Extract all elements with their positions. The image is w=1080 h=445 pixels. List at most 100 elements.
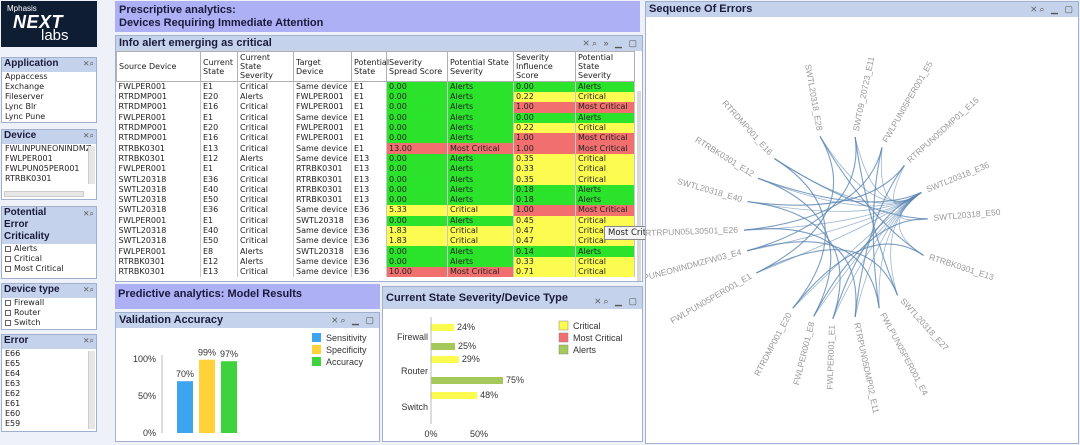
clear-filter-icon[interactable]: ⨯⌕ [82, 59, 94, 68]
checkbox-icon[interactable] [5, 256, 11, 262]
criticality-item[interactable]: Critical [2, 254, 96, 264]
column-header[interactable]: Source Device [116, 51, 201, 82]
accuracy-bar [199, 359, 215, 433]
table-row[interactable]: SWTL20318 E36 Critical RTRBK0301 E13 0.00 Aler… [116, 174, 635, 185]
clear-filter-icon[interactable]: ⨯⌕ [82, 285, 94, 294]
device-type-item[interactable]: Switch [2, 318, 96, 328]
device-item[interactable]: FWLPER001 [2, 154, 96, 164]
device-item[interactable]: FWLPUN05PER001 [2, 164, 96, 174]
device-listbox[interactable]: Device ⨯⌕ FWLINPUNEONINDMZ FWLPER001 FWLPUN… [1, 129, 97, 200]
minimize-icon[interactable]: ▁ [615, 38, 624, 48]
table-row[interactable]: SWTL20318 E50 Critical Same device E36 1.83 Cr… [116, 236, 635, 247]
table-row[interactable]: FWLPER001 E1 Critical RTRBK0301 E13 0.00 Alert… [116, 164, 635, 175]
device-title: Device [4, 130, 37, 141]
table-row[interactable]: RTRDMP001 E16 Critical FWLPER001 E1 0.00 Alert… [116, 102, 635, 113]
error-item[interactable]: E59 [2, 419, 96, 429]
maximize-icon[interactable]: ▢ [365, 315, 376, 325]
table-row[interactable]: FWLPER001 E1 Critical Same device E1 0.00 Aler… [116, 81, 635, 92]
maximize-icon[interactable]: ▢ [1064, 4, 1075, 14]
table-cell: 1.83 [386, 236, 448, 247]
criticality-item[interactable]: Most Critical [2, 264, 96, 274]
bar-value-label: 24% [457, 322, 475, 332]
error-item-label: E61 [5, 399, 21, 408]
table-row[interactable]: FWLPER001 E1 Critical SWTL20318 E36 0.00 Alert… [116, 215, 635, 226]
device-item[interactable]: RTRBK0301 [2, 174, 96, 184]
vertical-scrollbar[interactable] [637, 91, 641, 281]
minimize-icon[interactable]: ▁ [615, 296, 624, 306]
clear-filter-icon[interactable]: ⨯⌕ [82, 209, 94, 218]
table-cell: Alerts [237, 153, 294, 165]
clear-filter-icon[interactable]: ⨯⌕ [82, 131, 94, 140]
device-type-listbox[interactable]: Device type ⨯⌕ Firewall Router Switch [1, 283, 97, 330]
table-row[interactable]: SWTL20318 E40 Critical Same device E36 1.83 Cr… [116, 225, 635, 237]
table-row[interactable]: SWTL20318 E36 Critical Same device E36 5.33 Cr… [116, 205, 635, 216]
table-row[interactable]: RTRDMP001 E16 Critical FWLPER001 E1 0.00 Alert… [116, 133, 635, 144]
column-header[interactable]: Current State [200, 51, 238, 82]
alerts-table: Source Device Current State Current State … [116, 51, 635, 278]
table-cell: FWLPER001 [293, 102, 352, 113]
clear-filter-icon[interactable]: ⨯⌕ [1029, 4, 1047, 14]
error-item[interactable]: E60 [2, 409, 96, 419]
criticality-listbox[interactable]: Potential Error Criticality ⨯⌕ Alerts Cri… [1, 206, 97, 279]
device-item[interactable]: FWLINPUNEONINDMZ [2, 144, 96, 154]
table-cell: Alerts [575, 194, 635, 206]
table-cell: Alerts [447, 102, 514, 113]
error-listbox[interactable]: Error ⨯⌕ E66 E65 E64 E63 E62 E61 E60 E59 [1, 334, 97, 432]
error-item[interactable]: E66 [2, 349, 96, 359]
column-header[interactable]: Severity Influence Score [513, 51, 576, 82]
table-cell: SWTL20318 [293, 215, 352, 226]
device-type-item[interactable]: Firewall [2, 298, 96, 308]
application-listbox[interactable]: Application ⨯⌕ Appaccess Exchange Fileserve… [1, 57, 97, 123]
table-row[interactable]: RTRBK0301 E12 Alerts Same device E36 0.00 Aler… [116, 256, 635, 268]
navigate-icon[interactable]: » [603, 38, 611, 48]
table-cell: 0.00 [386, 246, 448, 257]
vertical-scrollbar[interactable] [88, 351, 95, 429]
column-header[interactable]: Severity Spread Score [386, 51, 448, 82]
minimize-icon[interactable]: ▁ [1051, 4, 1060, 14]
checkbox-icon[interactable] [5, 300, 11, 306]
table-row[interactable]: FWLPER001 E8 Alerts SWTL20318 E36 0.00 Alerts 0… [116, 246, 635, 257]
application-item[interactable]: Lync Blr [2, 102, 96, 112]
error-item[interactable]: E61 [2, 399, 96, 409]
checkbox-icon[interactable] [5, 246, 11, 252]
table-cell: Same device [293, 225, 352, 237]
checkbox-icon[interactable] [5, 266, 11, 272]
application-item[interactable]: Fileserver [2, 92, 96, 102]
application-item[interactable]: Appaccess [2, 72, 96, 82]
application-item[interactable]: Lync Pune [2, 112, 96, 122]
minimize-icon[interactable]: ▁ [352, 315, 361, 325]
table-row[interactable]: RTRBK0301 E13 Critical Same device E36 10.00 M… [116, 267, 635, 278]
criticality-item[interactable]: Alerts [2, 244, 96, 254]
maximize-icon[interactable]: ▢ [628, 38, 639, 48]
checkbox-icon[interactable] [5, 310, 11, 316]
maximize-icon[interactable]: ▢ [628, 296, 639, 306]
vertical-scrollbar[interactable] [88, 146, 95, 184]
application-item[interactable]: Exchange [2, 82, 96, 92]
table-row[interactable]: RTRBK0301 E13 Critical Same device E1 13.00 Mo… [116, 143, 635, 154]
table-row[interactable]: FWLPER001 E1 Critical Same device E1 0.00 Aler… [116, 112, 635, 123]
table-row[interactable]: RTRDMP001 E20 Alerts FWLPER001 E1 0.00 Alerts 0… [116, 92, 635, 103]
table-row[interactable]: RTRBK0301 E12 Alerts Same device E13 0.00 Aler… [116, 153, 635, 165]
table-row[interactable]: RTRDMP001 E20 Critical FWLPER001 E1 0.00 Alert… [116, 122, 635, 134]
table-cell: 0.71 [513, 267, 576, 278]
error-item[interactable]: E62 [2, 389, 96, 399]
table-cell: 1.00 [513, 133, 576, 144]
error-item[interactable]: E64 [2, 369, 96, 379]
column-header[interactable]: Potential State Severity [447, 51, 514, 82]
column-header[interactable]: Target Device [293, 51, 352, 82]
device-type-item[interactable]: Router [2, 308, 96, 318]
error-item[interactable]: E65 [2, 359, 96, 369]
table-cell: Alerts [447, 246, 514, 257]
column-header[interactable]: Potential State [351, 51, 389, 82]
clear-filter-icon[interactable]: ⨯⌕ [582, 38, 599, 48]
clear-filter-icon[interactable]: ⨯⌕ [593, 296, 611, 306]
clear-filter-icon[interactable]: ⨯⌕ [82, 336, 94, 345]
table-row[interactable]: SWTL20318 E50 Critical RTRBK0301 E13 0.00 Aler… [116, 194, 635, 206]
column-header[interactable]: Potential State Severity [575, 51, 635, 82]
checkbox-icon[interactable] [5, 320, 11, 326]
column-header[interactable]: Current State Severity [237, 51, 294, 82]
clear-filter-icon[interactable]: ⨯⌕ [330, 315, 348, 325]
table-row[interactable]: SWTL20318 E40 Critical RTRBK0301 E13 0.00 Aler… [116, 184, 635, 195]
error-item[interactable]: E63 [2, 379, 96, 389]
horizontal-scrollbar[interactable] [4, 191, 84, 197]
